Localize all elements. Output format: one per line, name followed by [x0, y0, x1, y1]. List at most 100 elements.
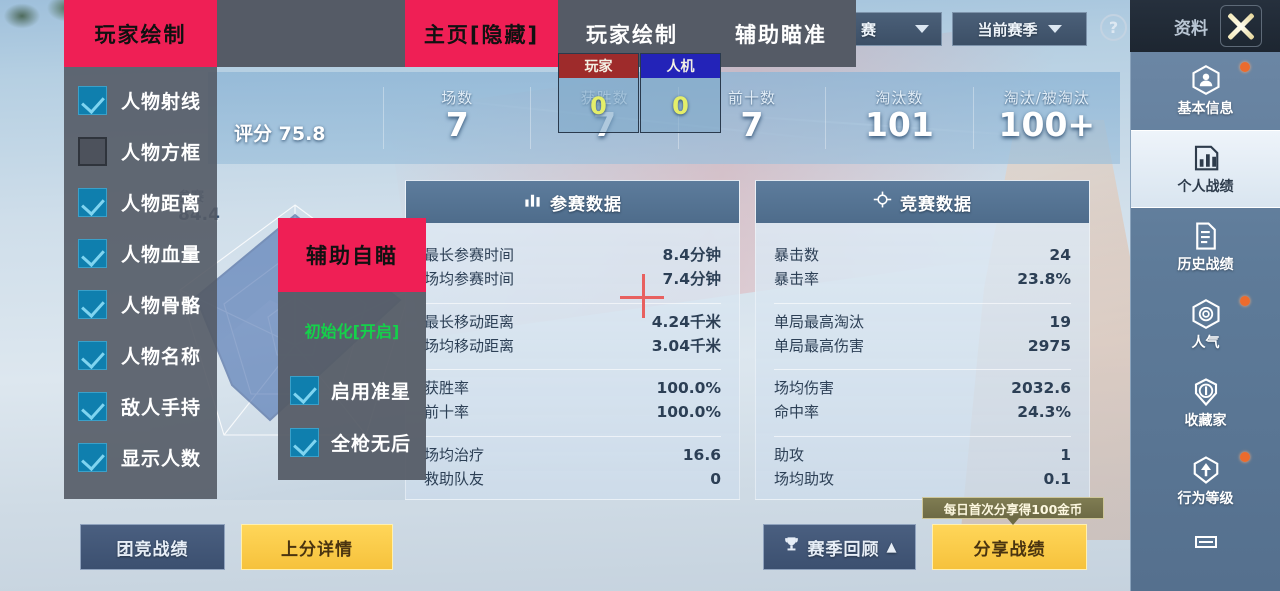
- stat-row: 场均助攻 0.1: [774, 469, 1071, 488]
- mod-counter-bot: 人机 0: [640, 53, 721, 133]
- mod-option-row[interactable]: 人物血量: [64, 228, 217, 279]
- stat-group: 助攻 1 场均助攻 0.1: [774, 437, 1071, 503]
- person-hex-icon: [1191, 64, 1221, 95]
- stat-row: 场均移动距离 3.04千米: [424, 336, 721, 355]
- profile-header: 资料: [1130, 0, 1280, 52]
- sidebar-item-personal-record[interactable]: 个人战绩: [1131, 130, 1280, 208]
- aim-crosshair-icon: [620, 274, 664, 318]
- shield-arrow-icon: [1191, 455, 1221, 485]
- team-record-button[interactable]: 团竞战绩: [80, 524, 225, 570]
- mod-option-row[interactable]: 显示人数: [64, 432, 217, 483]
- mod-init-status: 初始化[开启]: [304, 322, 400, 341]
- mod-option-row[interactable]: 人物骨骼: [64, 279, 217, 330]
- mod-tab-aim-assist[interactable]: 辅助瞄准: [735, 22, 827, 47]
- share-reward-tooltip: 每日首次分享得100金币: [922, 497, 1104, 525]
- stat-row: 场均治疗 16.6: [424, 445, 721, 464]
- match-mode-dropdown[interactable]: 赛: [848, 12, 942, 46]
- option-label: 人物距离: [121, 193, 202, 215]
- stat-row: 最长参赛时间 8.4分钟: [424, 246, 721, 264]
- checkbox-checked-icon[interactable]: [290, 375, 319, 405]
- stat-group: 获胜率 100.0% 前十率 100.0%: [424, 370, 721, 437]
- option-label: 敌人手持: [121, 397, 202, 419]
- checkbox-checked-icon[interactable]: [78, 290, 107, 319]
- season-dropdown[interactable]: 当前赛季: [952, 12, 1087, 46]
- close-icon[interactable]: [1218, 3, 1264, 49]
- stat-row: 获胜率 100.0%: [424, 379, 721, 397]
- checkbox-checked-icon[interactable]: [78, 392, 107, 421]
- stat-row: 最长移动距离 4.24千米: [424, 312, 721, 331]
- mod-counter-player: 玩家 0: [558, 53, 639, 133]
- mod-option-row[interactable]: 启用准星: [278, 364, 426, 416]
- medal-icon: [1191, 377, 1221, 407]
- notification-dot: [1240, 452, 1250, 462]
- season-review-button[interactable]: 赛季回顾 ▲: [763, 524, 916, 570]
- stat-row: 救助队友 0: [424, 469, 721, 488]
- panel-header: 竞赛数据: [756, 181, 1089, 223]
- button-label: 赛季回顾: [807, 539, 880, 560]
- checkbox-checked-icon[interactable]: [78, 443, 107, 472]
- mod-tab-player-draw[interactable]: 玩家绘制: [586, 22, 678, 47]
- stat-matches: 场数 7: [383, 87, 530, 149]
- help-icon[interactable]: ?: [1100, 14, 1127, 41]
- stat-row: 前十率 100.0%: [424, 403, 721, 422]
- checkbox-checked-icon[interactable]: [78, 86, 107, 115]
- bar-chart-icon: [523, 190, 542, 214]
- stat-row: 场均伤害 2032.6: [774, 379, 1071, 397]
- mod-tab-home-hide[interactable]: 主页[隐藏]: [405, 0, 558, 67]
- mod-option-row[interactable]: 人物距离: [64, 177, 217, 228]
- profile-label: 资料: [1174, 18, 1208, 39]
- stat-group: 单局最高淘汰 19 单局最高伤害 2975: [774, 304, 1071, 370]
- combat-data-panel: 竞赛数据 暴击数 24 暴击率 23.8% 单局最高淘汰 19 单局最高伤害 2975 …: [755, 180, 1090, 500]
- panel-body: 最长参赛时间 8.4分钟 场均参赛时间 7.4分钟 最长移动距离 4.24千米 场均移…: [406, 223, 739, 502]
- mod-option-row[interactable]: 人物射线: [64, 75, 217, 126]
- counter-label: 人机: [641, 54, 720, 78]
- option-label: 显示人数: [121, 448, 202, 470]
- stat-row: 助攻 1: [774, 445, 1071, 464]
- bar-chart-icon: [1191, 143, 1221, 173]
- sidebar-item-collector[interactable]: 收藏家: [1131, 364, 1280, 442]
- checkbox-unchecked-icon[interactable]: [78, 137, 107, 166]
- right-sidebar: 基本信息 个人战绩 历史战绩 人气 收藏家 行为等级: [1130, 52, 1280, 591]
- sidebar-item-behavior-level[interactable]: 行为等级: [1131, 442, 1280, 520]
- dropdown-value: 赛: [861, 20, 877, 39]
- sidebar-item-label: 基本信息: [1177, 100, 1234, 117]
- mod-option-row[interactable]: 全枪无后: [278, 416, 426, 468]
- sidebar-item-label: 收藏家: [1184, 412, 1227, 429]
- stat-group: 暴击数 24 暴击率 23.8%: [774, 237, 1071, 304]
- checkbox-checked-icon[interactable]: [78, 239, 107, 268]
- dropdown-value: 当前赛季: [977, 20, 1038, 39]
- sidebar-item-label: 个人战绩: [1177, 178, 1234, 195]
- panel-title: 竞赛数据: [900, 194, 972, 215]
- mod-option-row[interactable]: 人物名称: [64, 330, 217, 381]
- sidebar-item-popularity[interactable]: 人气: [1131, 286, 1280, 364]
- counter-label: 玩家: [559, 54, 638, 78]
- share-record-button[interactable]: 分享战绩: [932, 524, 1087, 570]
- sidebar-item-label: 历史战绩: [1177, 256, 1234, 273]
- checkbox-checked-icon[interactable]: [290, 427, 319, 457]
- mod-tab-player-draw-active[interactable]: 玩家绘制: [64, 0, 217, 67]
- stat-kd: 淘汰/被淘汰 100+: [972, 87, 1120, 149]
- option-label: 人物骨骼: [121, 295, 202, 317]
- option-label: 人物方框: [121, 142, 202, 164]
- sidebar-item-basic-info[interactable]: 基本信息: [1131, 52, 1280, 130]
- mod-menu-bar: 玩家绘制 主页[隐藏] 玩家绘制 辅助瞄准: [64, 0, 856, 67]
- stat-group: 场均治疗 16.6 救助队友 0: [424, 437, 721, 503]
- caret-up-icon: ▲: [886, 539, 898, 555]
- chevron-down-icon: [1047, 25, 1062, 33]
- checkbox-checked-icon[interactable]: [78, 341, 107, 370]
- sidebar-item-history-record[interactable]: 历史战绩: [1131, 208, 1280, 286]
- panel-header: 参赛数据: [406, 181, 739, 223]
- option-label: 启用准星: [331, 380, 412, 403]
- mod-option-row[interactable]: 人物方框: [64, 126, 217, 177]
- mod-option-row[interactable]: 敌人手持: [64, 381, 217, 432]
- trophy-icon: [782, 535, 801, 559]
- rank-details-button[interactable]: 上分详情: [241, 524, 393, 570]
- button-label: 上分详情: [281, 539, 353, 560]
- checkbox-checked-icon[interactable]: [78, 188, 107, 217]
- stat-row: 单局最高伤害 2975: [774, 336, 1071, 355]
- panel-body: 暴击数 24 暴击率 23.8% 单局最高淘汰 19 单局最高伤害 2975 场均伤害 2…: [756, 223, 1089, 502]
- more-icon[interactable]: [1131, 520, 1280, 564]
- crosshair-icon: [873, 190, 892, 214]
- stat-group: 场均伤害 2032.6 命中率 24.3%: [774, 370, 1071, 437]
- mod-player-draw-panel: 人物射线 人物方框 人物距离 人物血量 人物骨骼 人物名称 敌人手持 显示人数: [64, 67, 217, 499]
